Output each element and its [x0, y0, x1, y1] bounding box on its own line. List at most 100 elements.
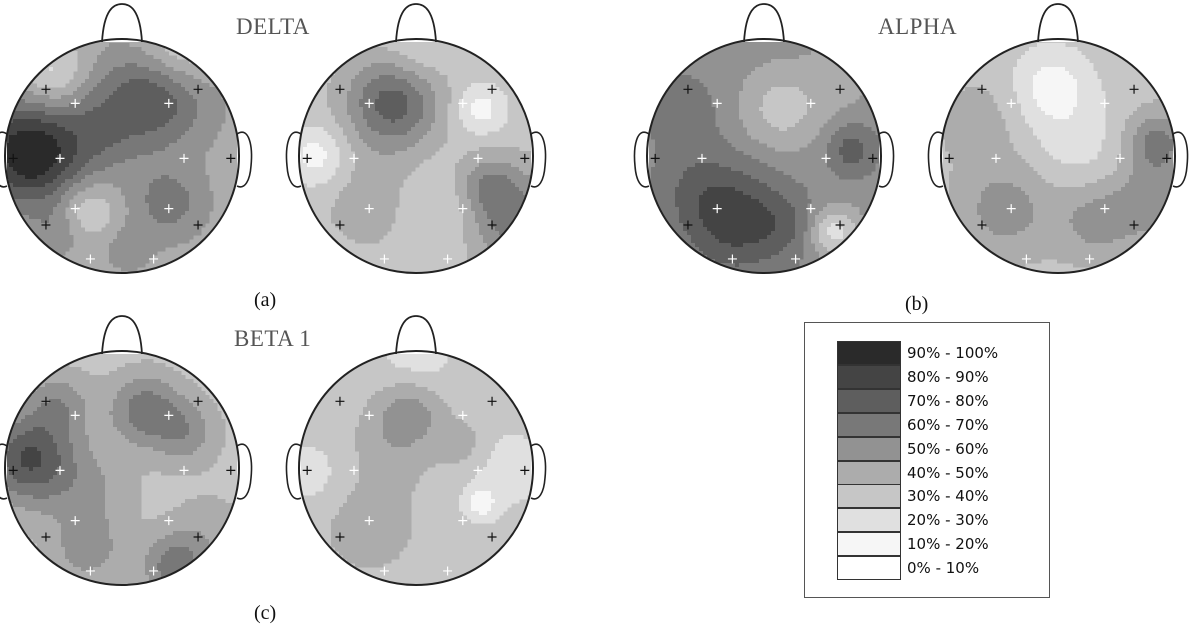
nose-outline — [395, 315, 437, 355]
electrode-marker — [650, 153, 660, 163]
electrode-marker — [164, 516, 174, 526]
electrode-marker — [1085, 254, 1095, 264]
head-map — [927, 3, 1189, 274]
legend-label: 20% - 30% — [907, 511, 989, 530]
electrode-marker — [697, 153, 707, 163]
electrode-marker — [302, 465, 312, 475]
electrode-marker — [85, 566, 95, 576]
electrode-marker — [164, 98, 174, 108]
caption-b: (b) — [905, 293, 929, 315]
electrode-marker — [868, 153, 878, 163]
electrode-marker — [41, 396, 51, 406]
electrode-marker — [1129, 220, 1139, 230]
right-ear-outline — [236, 443, 253, 500]
electrode-marker — [1115, 153, 1125, 163]
electrode-marker — [473, 153, 483, 163]
electrode-marker — [1006, 98, 1016, 108]
electrode-marker — [806, 204, 816, 214]
electrode-marker — [335, 84, 345, 94]
left-ear-outline — [927, 131, 944, 188]
electrode-marker — [364, 98, 374, 108]
legend-item: 20% - 30% — [837, 508, 1037, 533]
electrode-marker — [226, 465, 236, 475]
electrode-marker — [991, 153, 1001, 163]
legend-item: 50% - 60% — [837, 436, 1037, 462]
electrode-marker — [806, 98, 816, 108]
legend-label: 50% - 60% — [907, 439, 989, 458]
legend-item: 10% - 20% — [837, 532, 1037, 557]
head-map — [633, 3, 895, 274]
electrode-marker — [944, 153, 954, 163]
electrode-marker — [977, 84, 987, 94]
right-ear-outline — [1172, 131, 1189, 188]
electrode-marker — [85, 254, 95, 264]
right-ear-outline — [878, 131, 895, 188]
left-ear-outline — [285, 131, 302, 188]
head-outline — [940, 38, 1176, 274]
map-field — [299, 351, 533, 568]
electrode-marker — [1006, 204, 1016, 214]
electrode-marker — [1100, 204, 1110, 214]
electrode-marker — [487, 84, 497, 94]
electrode-marker — [193, 532, 203, 542]
map-field — [941, 43, 1175, 272]
electrode-marker — [149, 254, 159, 264]
map-field — [5, 43, 226, 272]
head-map — [0, 3, 253, 274]
electrode-marker — [8, 465, 18, 475]
electrode-marker — [821, 153, 831, 163]
electrode-marker — [364, 516, 374, 526]
electrode-marker — [520, 153, 530, 163]
legend-label: 10% - 20% — [907, 535, 989, 554]
nose-outline — [101, 315, 143, 355]
head-map — [0, 315, 253, 586]
electrode-marker — [443, 566, 453, 576]
map-field — [5, 359, 234, 585]
electrode-marker — [1162, 153, 1172, 163]
legend-label: 40% - 50% — [907, 463, 989, 482]
electrode-marker — [349, 153, 359, 163]
electrode-marker — [473, 465, 483, 475]
nose-outline — [101, 3, 143, 43]
legend-item: 80% - 90% — [837, 364, 1037, 390]
caption-a: (a) — [254, 289, 277, 311]
electrode-marker — [55, 465, 65, 475]
map-field — [299, 43, 533, 264]
electrode-marker — [458, 516, 468, 526]
legend-item: 60% - 70% — [837, 412, 1037, 438]
electrode-marker — [1100, 98, 1110, 108]
electrode-marker — [179, 465, 189, 475]
legend-item: 70% - 80% — [837, 388, 1037, 414]
legend-label: 60% - 70% — [907, 415, 989, 434]
head-map — [285, 315, 547, 586]
electrode-marker — [1021, 254, 1031, 264]
electrode-marker — [335, 532, 345, 542]
electrode-marker — [712, 98, 722, 108]
electrode-marker — [712, 204, 722, 214]
legend-swatch — [837, 364, 901, 389]
legend-label: 90% - 100% — [907, 344, 999, 362]
legend-label: 0% - 10% — [907, 559, 980, 578]
electrode-marker — [70, 204, 80, 214]
legend-item: 30% - 40% — [837, 484, 1037, 509]
electrode-marker — [193, 396, 203, 406]
electrode-marker — [41, 532, 51, 542]
right-ear-outline — [530, 131, 547, 188]
caption-c: (c) — [254, 602, 277, 624]
electrode-marker — [70, 516, 80, 526]
electrode-marker — [149, 566, 159, 576]
legend-label: 70% - 80% — [907, 391, 989, 410]
legend-swatch — [837, 412, 901, 437]
legend-swatch — [837, 341, 901, 365]
electrode-marker — [835, 84, 845, 94]
electrode-marker — [727, 254, 737, 264]
electrode-marker — [458, 204, 468, 214]
panel-title-delta: DELTA — [236, 14, 310, 39]
head-outline — [298, 350, 534, 586]
electrode-marker — [364, 204, 374, 214]
electrode-marker — [683, 84, 693, 94]
electrode-marker — [8, 153, 18, 163]
electrode-marker — [193, 220, 203, 230]
